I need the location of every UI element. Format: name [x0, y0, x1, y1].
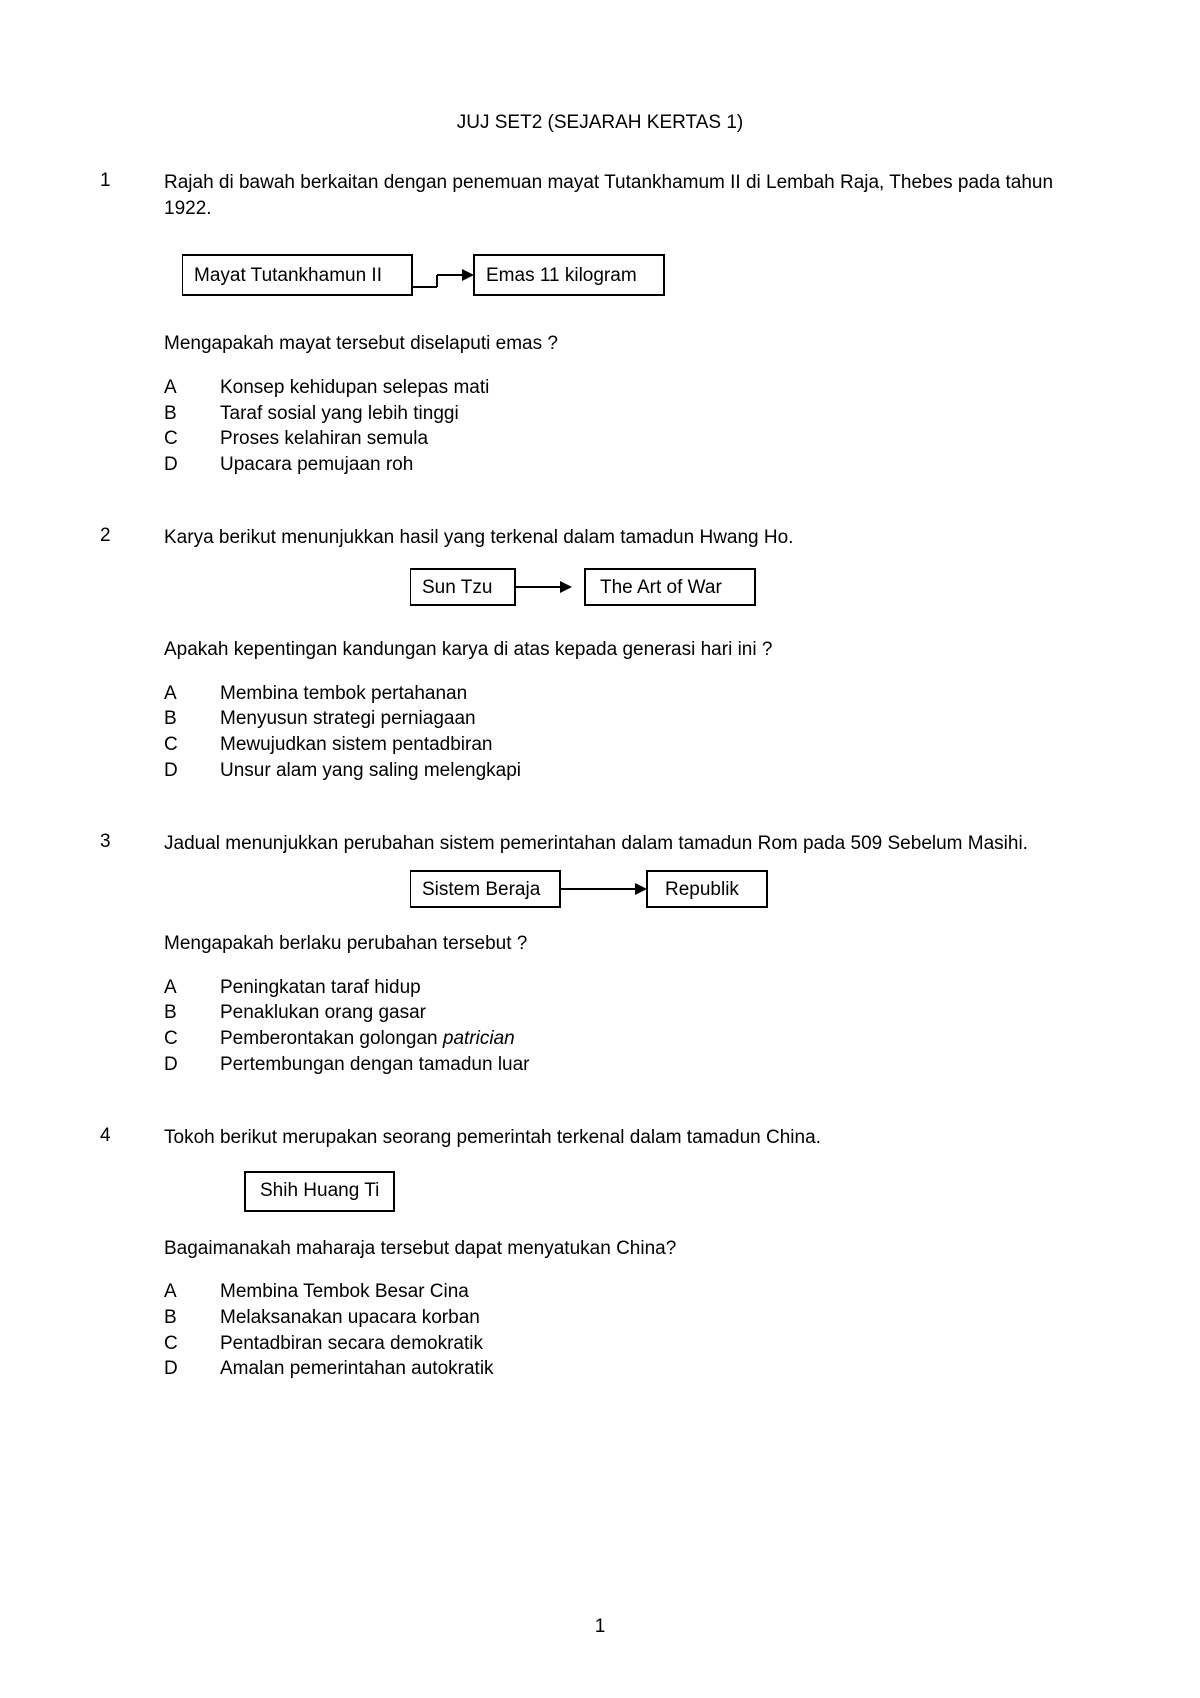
option-letter: C [164, 732, 220, 758]
option-text: Membina Tembok Besar Cina [220, 1279, 1100, 1305]
document-title: JUJ SET2 (SEJARAH KERTAS 1) [100, 112, 1100, 134]
options-list: AMembina Tembok Besar Cina BMelaksanakan… [164, 1279, 1100, 1382]
option-b: BTaraf sosial yang lebih tinggi [164, 401, 1100, 427]
option-letter: A [164, 375, 220, 401]
option-letter: C [164, 1026, 220, 1052]
option-c: CPemberontakan golongan patrician [164, 1026, 1100, 1052]
option-text: Melaksanakan upacara korban [220, 1305, 1100, 1331]
option-letter: B [164, 1000, 220, 1026]
option-letter: D [164, 1052, 220, 1078]
option-c: CPentadbiran secara demokratik [164, 1331, 1100, 1357]
option-text: Mewujudkan sistem pentadbiran [220, 732, 1100, 758]
diagram: Mayat Tutankhamun II Emas 11 kilogram [182, 247, 1100, 307]
options-list: AMembina tembok pertahanan BMenyusun str… [164, 681, 1100, 784]
question-followup: Apakah kepentingan kandungan karya di at… [164, 637, 1100, 663]
option-text: Peningkatan taraf hidup [220, 975, 1100, 1001]
question-1: 1 Rajah di bawah berkaitan dengan penemu… [100, 170, 1100, 477]
option-letter: D [164, 1356, 220, 1382]
question-intro: Tokoh berikut merupakan seorang pemerint… [164, 1125, 1100, 1151]
diagram-center-text: Shih Huang Ti [244, 1171, 395, 1212]
option-b: BMenyusun strategi perniagaan [164, 706, 1100, 732]
diagram-left-text: Sistem Beraja [422, 879, 541, 900]
question-intro: Karya berikut menunjukkan hasil yang ter… [164, 525, 1100, 551]
option-c: CProses kelahiran semula [164, 426, 1100, 452]
page-number: 1 [0, 1616, 1200, 1638]
option-a: AKonsep kehidupan selepas mati [164, 375, 1100, 401]
option-letter: D [164, 758, 220, 784]
options-list: APeningkatan taraf hidup BPenaklukan ora… [164, 975, 1100, 1078]
option-letter: A [164, 975, 220, 1001]
diagram: Sun Tzu The Art of War [100, 565, 1100, 613]
options-list: AKonsep kehidupan selepas mati BTaraf so… [164, 375, 1100, 478]
diagram-right-text: The Art of War [600, 577, 722, 598]
question-intro: Jadual menunjukkan perubahan sistem peme… [164, 831, 1100, 857]
diagram-right-text: Emas 11 kilogram [486, 265, 637, 286]
option-letter: B [164, 401, 220, 427]
option-a: AMembina Tembok Besar Cina [164, 1279, 1100, 1305]
question-intro: Rajah di bawah berkaitan dengan penemuan… [164, 170, 1100, 221]
question-number: 1 [100, 170, 164, 192]
option-letter: A [164, 681, 220, 707]
question-number: 2 [100, 525, 164, 547]
option-d: DPertembungan dengan tamadun luar [164, 1052, 1100, 1078]
option-letter: B [164, 1305, 220, 1331]
question-2: 2 Karya berikut menunjukkan hasil yang t… [100, 525, 1100, 783]
option-text: Menyusun strategi perniagaan [220, 706, 1100, 732]
option-letter: C [164, 1331, 220, 1357]
option-text: Pemberontakan golongan patrician [220, 1026, 1100, 1052]
option-text: Unsur alam yang saling melengkapi [220, 758, 1100, 784]
option-d: DUnsur alam yang saling melengkapi [164, 758, 1100, 784]
diagram: Shih Huang Ti [244, 1171, 1100, 1212]
option-text: Penaklukan orang gasar [220, 1000, 1100, 1026]
option-text: Membina tembok pertahanan [220, 681, 1100, 707]
option-b: BPenaklukan orang gasar [164, 1000, 1100, 1026]
option-text: Proses kelahiran semula [220, 426, 1100, 452]
option-text: Amalan pemerintahan autokratik [220, 1356, 1100, 1382]
question-number: 3 [100, 831, 164, 853]
diagram: Sistem Beraja Republik [100, 867, 1100, 915]
option-d: DUpacara pemujaan roh [164, 452, 1100, 478]
option-letter: B [164, 706, 220, 732]
option-text: Pertembungan dengan tamadun luar [220, 1052, 1100, 1078]
option-text: Pentadbiran secara demokratik [220, 1331, 1100, 1357]
option-letter: D [164, 452, 220, 478]
diagram-left-text: Mayat Tutankhamun II [194, 265, 382, 286]
option-d: DAmalan pemerintahan autokratik [164, 1356, 1100, 1382]
option-text: Taraf sosial yang lebih tinggi [220, 401, 1100, 427]
question-followup: Mengapakah mayat tersebut diselaputi ema… [164, 331, 1100, 357]
question-3: 3 Jadual menunjukkan perubahan sistem pe… [100, 831, 1100, 1077]
option-letter: C [164, 426, 220, 452]
question-number: 4 [100, 1125, 164, 1147]
option-text: Upacara pemujaan roh [220, 452, 1100, 478]
option-c: CMewujudkan sistem pentadbiran [164, 732, 1100, 758]
question-4: 4 Tokoh berikut merupakan seorang pemeri… [100, 1125, 1100, 1382]
option-letter: A [164, 1279, 220, 1305]
question-followup: Mengapakah berlaku perubahan tersebut ? [164, 931, 1100, 957]
diagram-left-text: Sun Tzu [422, 577, 492, 598]
option-b: BMelaksanakan upacara korban [164, 1305, 1100, 1331]
question-followup: Bagaimanakah maharaja tersebut dapat men… [164, 1236, 1100, 1262]
option-a: APeningkatan taraf hidup [164, 975, 1100, 1001]
diagram-right-text: Republik [665, 879, 739, 900]
option-a: AMembina tembok pertahanan [164, 681, 1100, 707]
option-text: Konsep kehidupan selepas mati [220, 375, 1100, 401]
